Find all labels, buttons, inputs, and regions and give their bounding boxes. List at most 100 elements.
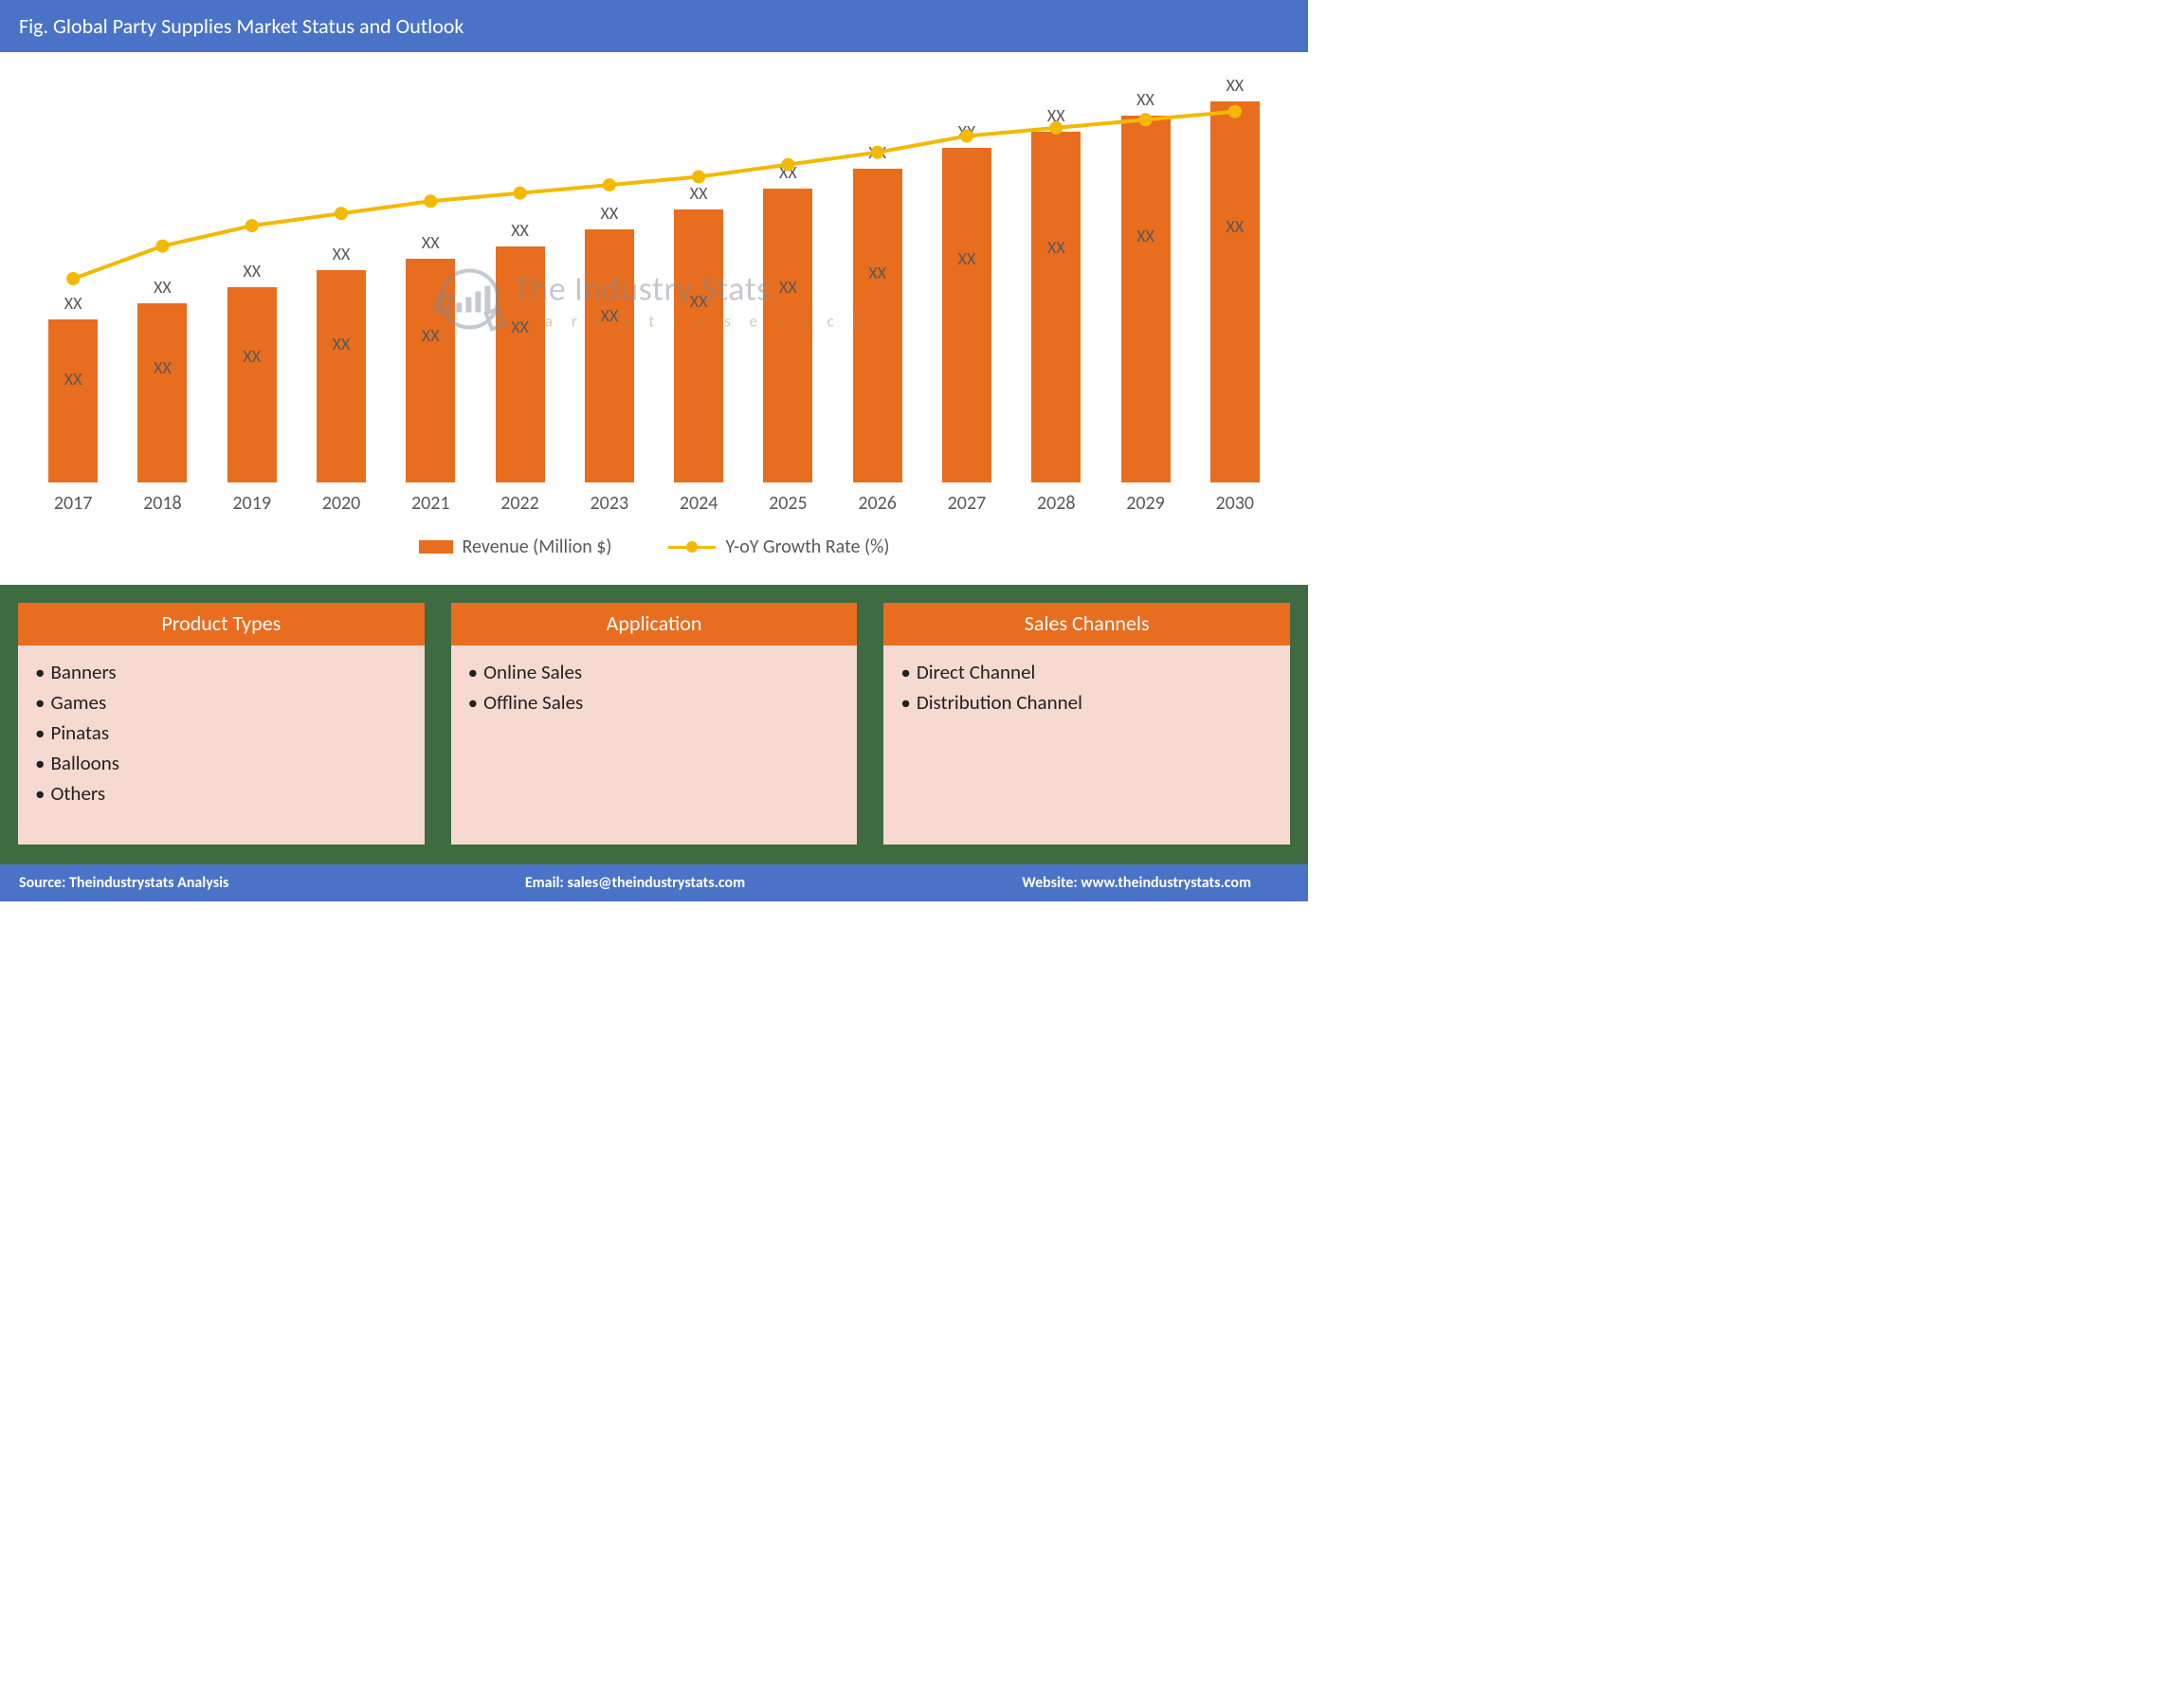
x-tick: 2026 bbox=[833, 492, 922, 515]
chart-container: XX XX XX XX XX XX XX XX XX XX XX XX XX XX XX XX XX XX XX XX… bbox=[0, 52, 1308, 585]
x-tick: 2029 bbox=[1100, 492, 1190, 515]
x-tick: 2023 bbox=[565, 492, 654, 515]
legend-line-swatch bbox=[668, 546, 716, 549]
bar-inner-label: XX bbox=[1210, 216, 1260, 237]
bar-slot: XX XX bbox=[386, 75, 475, 482]
bar-inner-label: XX bbox=[317, 334, 366, 354]
bar-slot: XX XX bbox=[118, 75, 207, 482]
x-tick: 2024 bbox=[654, 492, 743, 515]
revenue-bar: XX bbox=[1121, 116, 1171, 482]
footer-bar: Source: Theindustrystats Analysis Email:… bbox=[0, 864, 1308, 901]
category-card: Sales ChannelsDirect ChannelDistribution… bbox=[882, 602, 1291, 845]
bar-inner-label: XX bbox=[1031, 237, 1081, 258]
x-tick: 2017 bbox=[28, 492, 118, 515]
chart-legend: Revenue (Million $) Y-oY Growth Rate (%) bbox=[28, 515, 1280, 575]
legend-bar-swatch bbox=[419, 540, 453, 554]
revenue-bar: XX bbox=[406, 259, 455, 483]
revenue-bar: XX bbox=[227, 287, 277, 482]
category-item: Direct Channel bbox=[900, 657, 1273, 687]
revenue-bar: XX bbox=[48, 319, 98, 482]
category-item: Pinatas bbox=[35, 718, 408, 748]
revenue-bar: XX bbox=[942, 148, 991, 482]
category-item: Online Sales bbox=[468, 657, 841, 687]
bar-top-label: XX bbox=[333, 244, 351, 264]
revenue-bar: XX bbox=[137, 303, 187, 482]
bar-inner-label: XX bbox=[227, 346, 277, 367]
legend-revenue: Revenue (Million $) bbox=[419, 536, 612, 558]
revenue-bar: XX bbox=[1031, 132, 1081, 482]
revenue-bar: XX bbox=[763, 189, 812, 482]
bar-slot: XX XX bbox=[475, 75, 564, 482]
x-tick: 2020 bbox=[297, 492, 386, 515]
bar-top-label: XX bbox=[690, 183, 708, 204]
category-item: Games bbox=[35, 687, 408, 718]
bar-inner-label: XX bbox=[406, 325, 455, 346]
bar-inner-label: XX bbox=[585, 305, 634, 326]
footer-email: Email: sales@theindustrystats.com bbox=[429, 874, 840, 892]
x-tick: 2019 bbox=[208, 492, 297, 515]
x-axis: 2017201820192020202120222023202420252026… bbox=[28, 482, 1280, 515]
bar-inner-label: XX bbox=[853, 263, 902, 283]
bar-top-label: XX bbox=[511, 220, 529, 241]
bar-top-label: XX bbox=[422, 232, 440, 253]
category-body: Online SalesOffline Sales bbox=[451, 645, 858, 845]
revenue-bar: XX bbox=[853, 169, 902, 482]
bar-top-label: XX bbox=[1047, 105, 1065, 126]
bar-slot: XX XX bbox=[654, 75, 743, 482]
category-band: Product TypesBannersGamesPinatasBalloons… bbox=[0, 585, 1308, 864]
bar-top-label: XX bbox=[64, 293, 82, 314]
bar-slot: XX XX bbox=[297, 75, 386, 482]
x-tick: 2025 bbox=[743, 492, 832, 515]
bar-slot: XX XX bbox=[922, 75, 1011, 482]
category-body: BannersGamesPinatasBalloonsOthers bbox=[18, 645, 425, 845]
x-tick: 2030 bbox=[1190, 492, 1280, 515]
bar-inner-label: XX bbox=[48, 369, 98, 390]
bar-inner-label: XX bbox=[763, 277, 812, 298]
bar-top-label: XX bbox=[958, 121, 976, 142]
category-item: Offline Sales bbox=[468, 687, 841, 718]
x-tick: 2027 bbox=[922, 492, 1011, 515]
x-tick: 2021 bbox=[386, 492, 475, 515]
legend-growth-label: Y-oY Growth Rate (%) bbox=[725, 536, 889, 558]
bar-slot: XX XX bbox=[1011, 75, 1100, 482]
figure-title: Fig. Global Party Supplies Market Status… bbox=[19, 13, 463, 39]
x-tick: 2028 bbox=[1011, 492, 1100, 515]
category-card: ApplicationOnline SalesOffline Sales bbox=[450, 602, 859, 845]
bar-top-label: XX bbox=[243, 261, 261, 282]
legend-growth: Y-oY Growth Rate (%) bbox=[668, 536, 889, 558]
bar-slot: XX XX bbox=[743, 75, 832, 482]
category-header: Sales Channels bbox=[883, 603, 1290, 645]
bar-top-label: XX bbox=[600, 203, 618, 224]
bar-slot: XX XX bbox=[833, 75, 922, 482]
category-item: Banners bbox=[35, 657, 408, 687]
revenue-bar: XX bbox=[496, 246, 545, 482]
legend-revenue-label: Revenue (Million $) bbox=[463, 536, 612, 558]
bar-inner-label: XX bbox=[674, 291, 723, 312]
footer-website: Website: www.theindustrystats.com bbox=[841, 874, 1289, 892]
bar-slot: XX XX bbox=[565, 75, 654, 482]
x-tick: 2022 bbox=[475, 492, 564, 515]
category-card: Product TypesBannersGamesPinatasBalloons… bbox=[17, 602, 426, 845]
bars-row: XX XX XX XX XX XX XX XX XX XX XX XX XX XX XX XX XX XX XX XX… bbox=[28, 75, 1280, 482]
category-body: Direct ChannelDistribution Channel bbox=[883, 645, 1290, 845]
category-item: Balloons bbox=[35, 748, 408, 778]
figure-title-bar: Fig. Global Party Supplies Market Status… bbox=[0, 0, 1308, 52]
bar-slot: XX XX bbox=[1190, 75, 1280, 482]
bar-top-label: XX bbox=[154, 277, 172, 298]
bar-top-label: XX bbox=[868, 142, 886, 163]
bar-slot: XXXX bbox=[1100, 75, 1190, 482]
chart-plot: XX XX XX XX XX XX XX XX XX XX XX XX XX XX XX XX XX XX XX XX… bbox=[28, 75, 1280, 482]
category-header: Application bbox=[451, 603, 858, 645]
revenue-bar: XX bbox=[317, 270, 366, 482]
bar-slot: XX XX bbox=[208, 75, 297, 482]
bar-inner-label: XX bbox=[942, 248, 991, 269]
category-item: Others bbox=[35, 778, 408, 809]
bar-top-label: XX bbox=[779, 162, 797, 183]
footer-source: Source: Theindustrystats Analysis bbox=[19, 874, 429, 892]
bar-inner-label: XX bbox=[1121, 226, 1171, 246]
bar-slot: XX XX bbox=[28, 75, 118, 482]
category-header: Product Types bbox=[18, 603, 425, 645]
x-tick: 2018 bbox=[118, 492, 207, 515]
bar-top-label: XX bbox=[1226, 75, 1244, 96]
revenue-bar: XX bbox=[1210, 101, 1260, 482]
